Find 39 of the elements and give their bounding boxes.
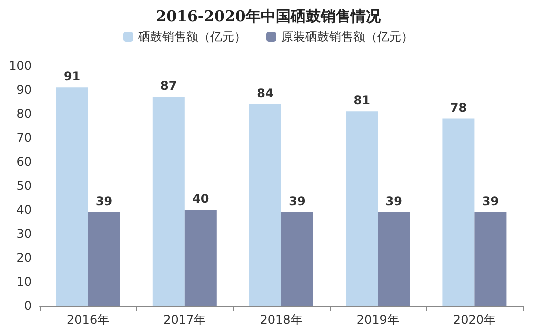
- y-tick-label: 90: [16, 83, 32, 97]
- y-tick-label: 50: [16, 179, 32, 193]
- data-label: 39: [96, 194, 113, 208]
- x-tick-label: 2019年: [356, 313, 400, 327]
- legend-label: 原装硒鼓销售额（亿元）: [282, 30, 414, 44]
- chart-title: 2016-2020年中国硒鼓销售情况: [156, 8, 382, 26]
- y-tick-label: 30: [16, 227, 32, 241]
- data-label: 39: [386, 194, 402, 208]
- bar: [250, 104, 282, 306]
- x-tick-label: 2018年: [260, 313, 303, 327]
- bar: [152, 97, 185, 306]
- data-label: 84: [257, 86, 274, 100]
- data-label: 78: [450, 100, 468, 115]
- data-label: 81: [354, 94, 370, 108]
- bar: [442, 118, 475, 306]
- bar: [88, 212, 120, 306]
- bar: [184, 210, 217, 306]
- data-label: 40: [192, 192, 210, 206]
- bar: [282, 212, 314, 306]
- data-label: 39: [482, 194, 500, 208]
- y-tick-label: 80: [16, 107, 32, 121]
- bar: [346, 112, 378, 306]
- bar: [378, 212, 410, 306]
- bar: [474, 212, 507, 306]
- y-tick-label: 40: [16, 203, 32, 217]
- y-tick-label: 70: [16, 131, 32, 145]
- x-tick-label: 2016年: [67, 313, 110, 327]
- x-tick-label: 2020年: [453, 313, 496, 327]
- bar: [56, 88, 88, 306]
- x-tick-label: 2017年: [164, 313, 206, 327]
- y-tick-label: 0: [24, 299, 32, 313]
- y-tick-label: 100: [9, 59, 32, 73]
- y-tick-label: 10: [16, 275, 32, 289]
- data-label: 87: [160, 79, 178, 94]
- y-tick-label: 20: [16, 251, 32, 265]
- data-label: 39: [289, 194, 306, 208]
- data-label: 91: [64, 70, 81, 84]
- legend-label: 硒鼓销售额（亿元）: [138, 30, 246, 44]
- y-tick-label: 60: [16, 155, 32, 169]
